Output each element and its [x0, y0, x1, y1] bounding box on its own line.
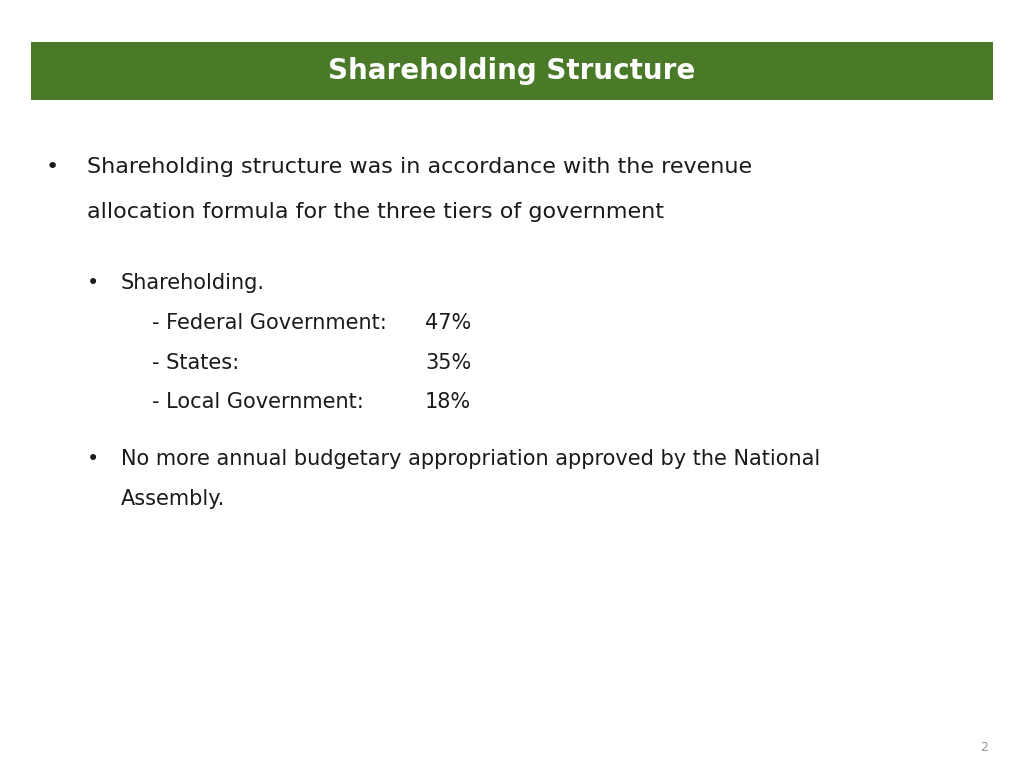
Text: - States:: - States:	[152, 353, 239, 372]
Text: 2: 2	[980, 741, 988, 754]
Text: •: •	[46, 157, 59, 177]
Text: 35%: 35%	[425, 353, 471, 372]
Text: Shareholding Structure: Shareholding Structure	[329, 57, 695, 85]
Text: No more annual budgetary appropriation approved by the National: No more annual budgetary appropriation a…	[121, 449, 820, 469]
Text: Assembly.: Assembly.	[121, 489, 225, 509]
Text: •: •	[87, 449, 99, 469]
Text: Shareholding.: Shareholding.	[121, 273, 265, 293]
Text: allocation formula for the three tiers of government: allocation formula for the three tiers o…	[87, 202, 664, 222]
Text: 47%: 47%	[425, 313, 471, 333]
Text: 18%: 18%	[425, 392, 471, 412]
Text: - Federal Government:: - Federal Government:	[152, 313, 386, 333]
Text: •: •	[87, 273, 99, 293]
Bar	[31, 42, 993, 100]
Text: - Local Government:: - Local Government:	[152, 392, 364, 412]
Text: Shareholding structure was in accordance with the revenue: Shareholding structure was in accordance…	[87, 157, 753, 177]
